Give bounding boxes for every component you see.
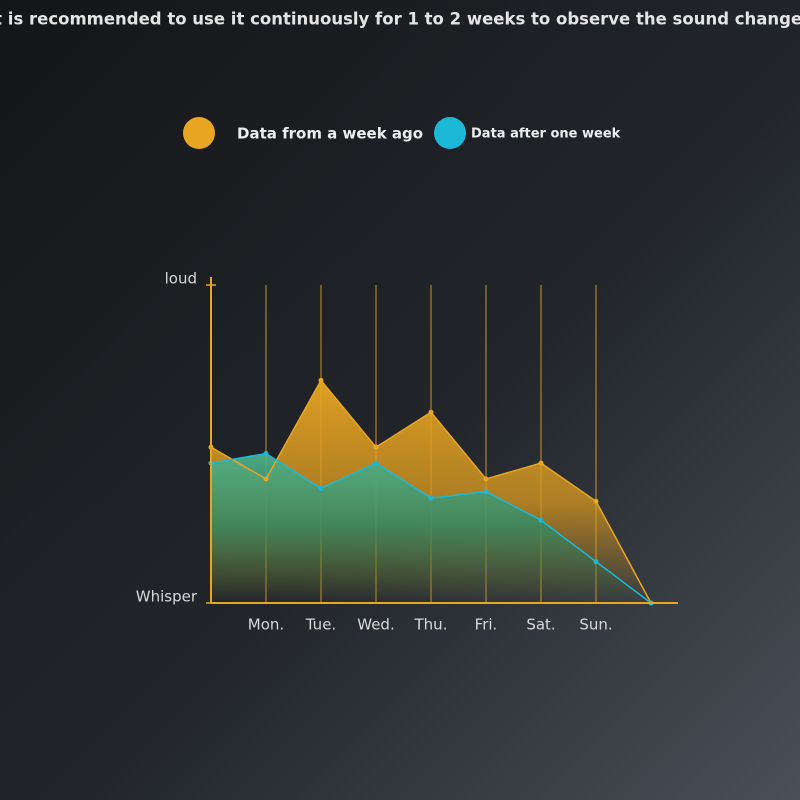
x-tick-label: Wed.: [357, 616, 394, 634]
data-point: [318, 486, 324, 492]
legend-label: Data after one week: [471, 127, 621, 142]
x-tick-label: Fri.: [475, 616, 498, 634]
data-point: [428, 409, 434, 415]
data-point: [263, 451, 269, 457]
data-point: [373, 444, 379, 450]
legend-swatch: [183, 117, 215, 149]
legend-label: Data from a week ago: [237, 125, 423, 143]
data-point: [373, 460, 379, 466]
x-tick-label: Sun.: [579, 616, 612, 634]
data-point: [538, 460, 544, 466]
data-point: [263, 476, 269, 482]
data-point: [593, 559, 599, 565]
x-tick-label: Thu.: [414, 616, 448, 634]
x-tick-label: Sat.: [526, 616, 555, 634]
data-point: [593, 498, 599, 504]
x-tick-label: Tue.: [305, 616, 336, 634]
data-point: [428, 495, 434, 501]
data-point: [318, 377, 324, 383]
data-point: [483, 489, 489, 495]
data-point: [483, 476, 489, 482]
chart-title: It is recommended to use it continuously…: [0, 10, 800, 29]
x-tick-label: Mon.: [248, 616, 284, 634]
data-point: [538, 517, 544, 523]
y-tick-label: loud: [165, 270, 197, 288]
y-tick-label: Whisper: [136, 588, 198, 606]
legend-swatch: [434, 117, 466, 149]
